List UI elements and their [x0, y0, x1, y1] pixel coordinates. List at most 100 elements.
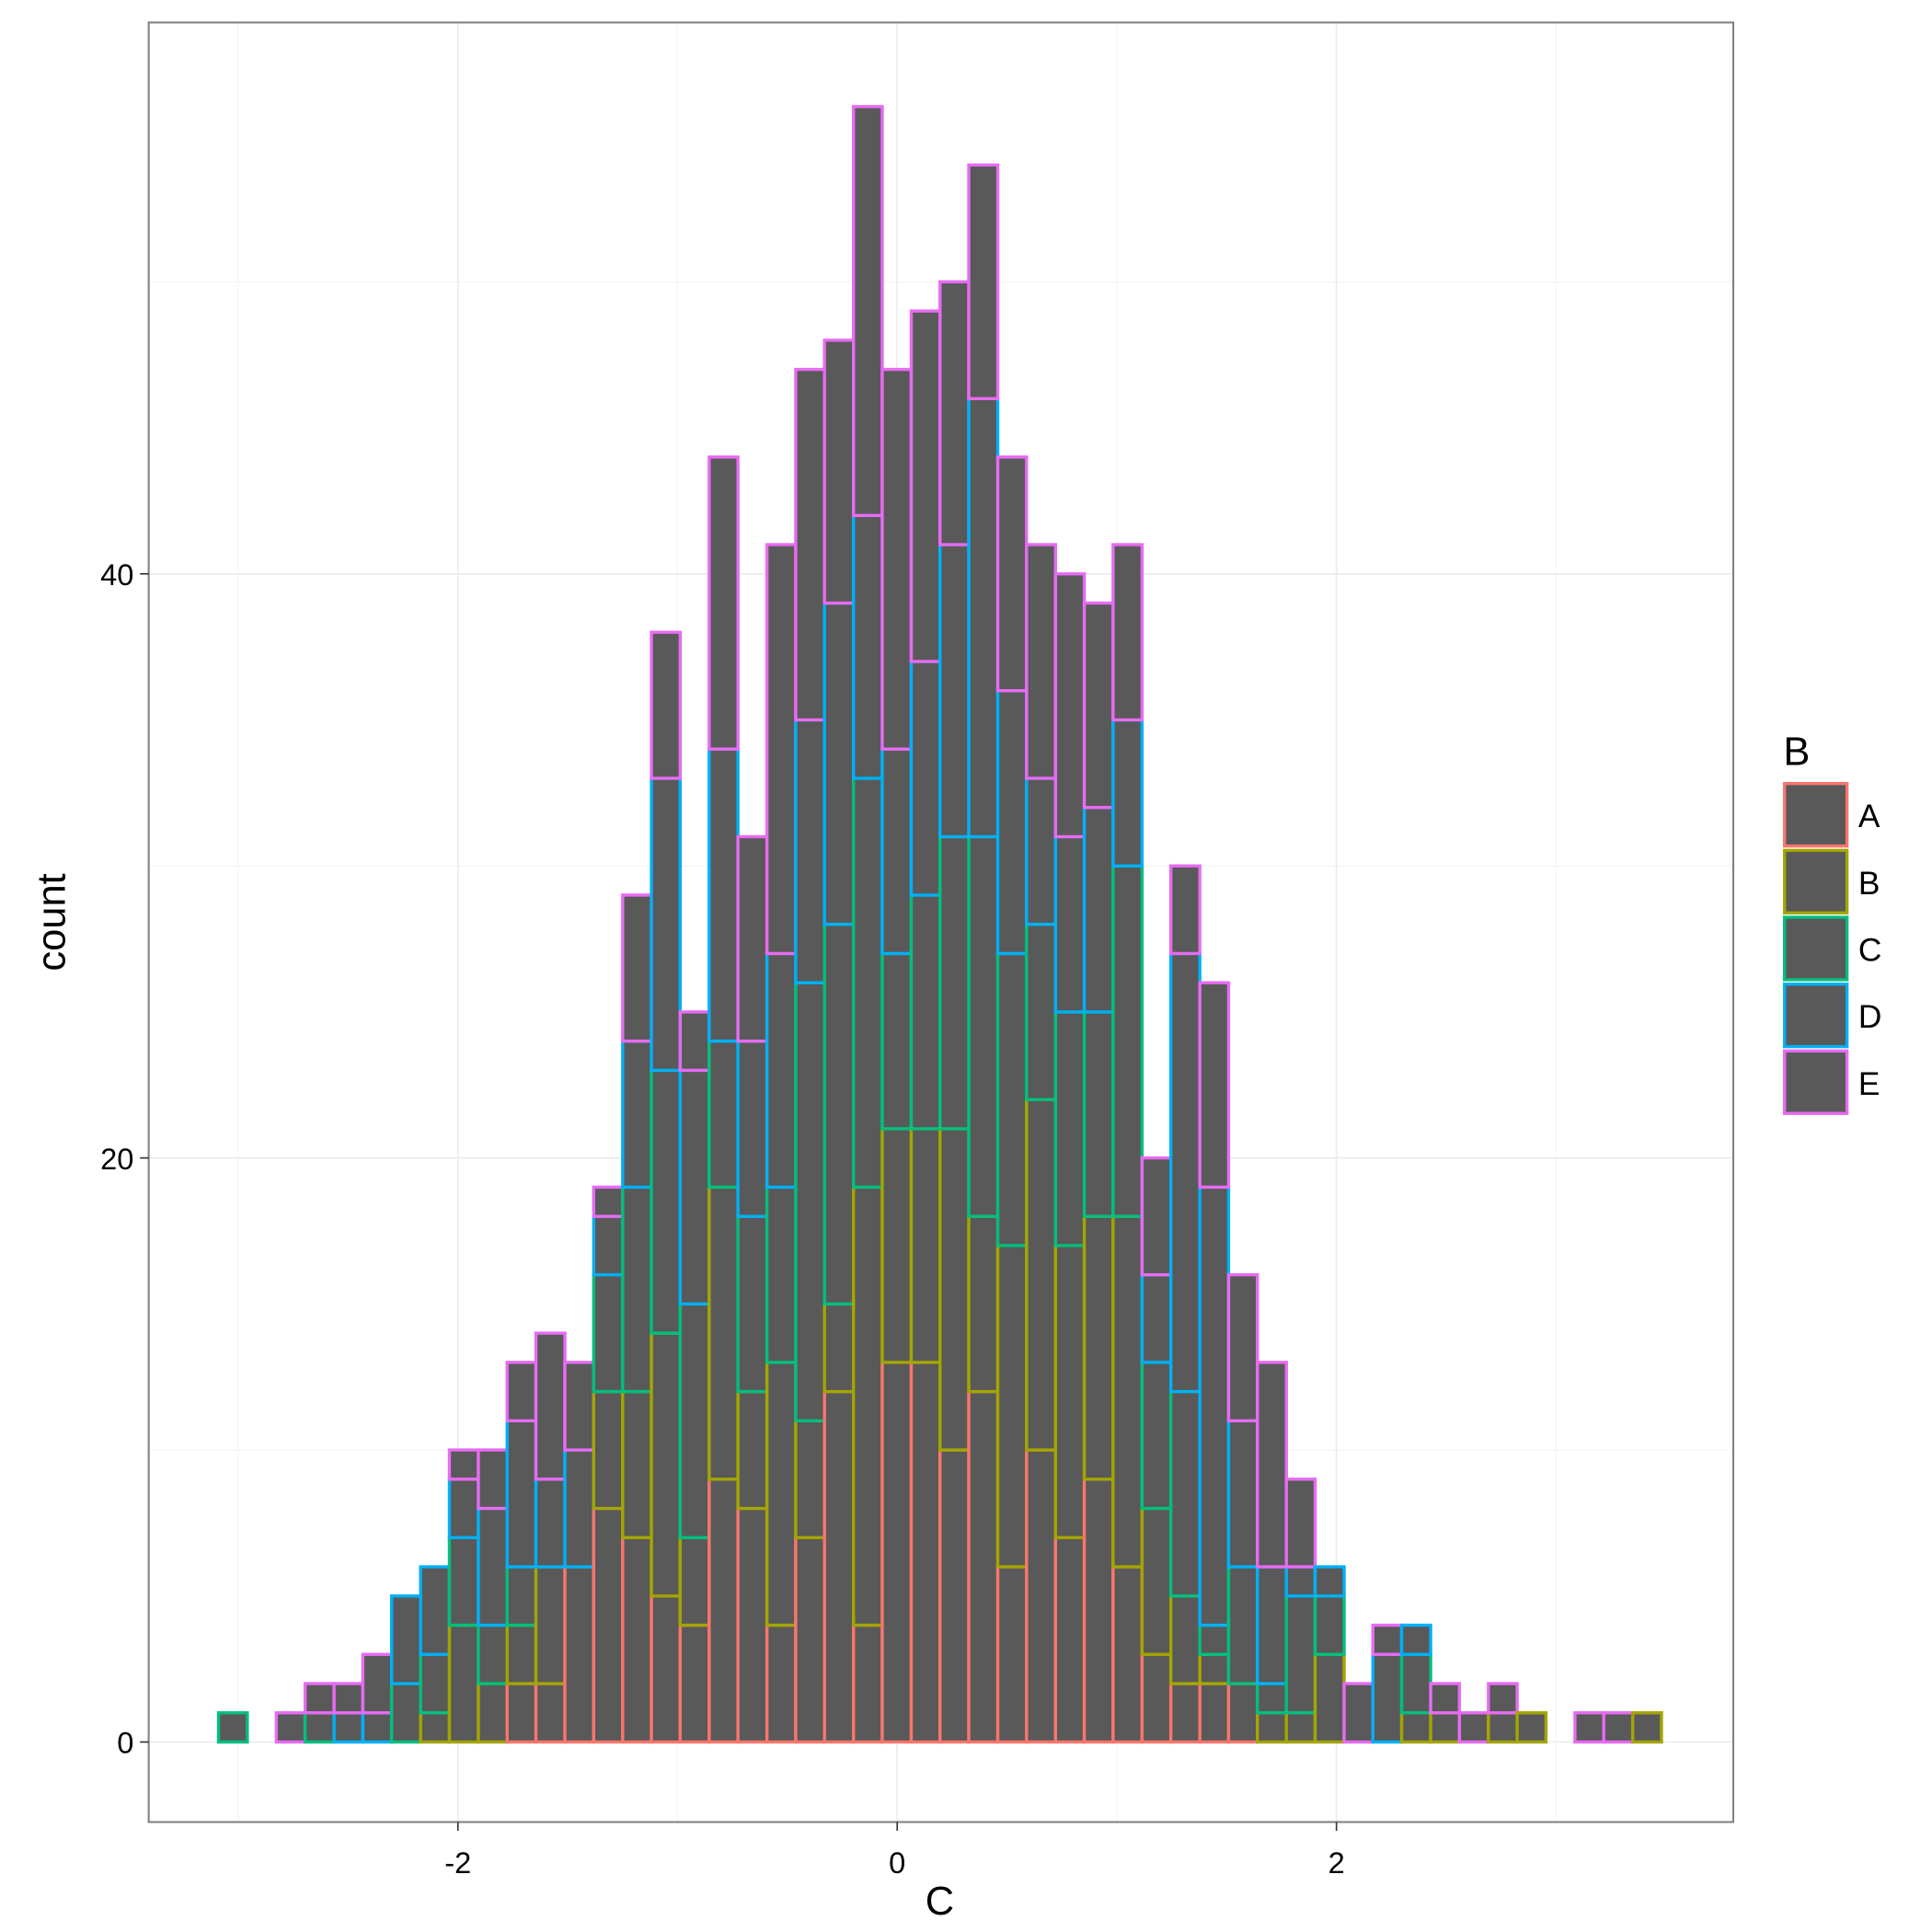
bar-segment: [1573, 1711, 1605, 1744]
legend-label: E: [1858, 1066, 1880, 1102]
bar-segment: [447, 1478, 480, 1539]
bar-segment: [1111, 543, 1144, 722]
bar-segment: [1198, 1682, 1231, 1744]
bar-segment: [678, 1535, 711, 1627]
bar-segment: [880, 1127, 914, 1364]
bar-segment: [707, 1185, 740, 1481]
bar-segment: [447, 1535, 480, 1627]
bar-segment: [1053, 1535, 1087, 1744]
bar-segment: [389, 1682, 422, 1744]
bar-segment: [592, 1272, 625, 1394]
bar-segment: [822, 922, 856, 1306]
bar-segment: [534, 1331, 567, 1481]
bar-segment: [477, 1682, 509, 1744]
bar-segment: [1198, 1652, 1231, 1685]
bar-segment: [1487, 1711, 1519, 1744]
bar-segment: [852, 513, 884, 780]
bar-segment: [361, 1652, 394, 1715]
bar-segment: [650, 776, 683, 1073]
bar-segment: [1198, 1623, 1231, 1656]
bar-segment: [1256, 1711, 1288, 1744]
bar-segment: [852, 776, 884, 1190]
legend-title: B: [1783, 730, 1810, 774]
bar-segment: [1399, 1623, 1432, 1656]
bar-segment: [1025, 776, 1058, 926]
bar-segment: [995, 455, 1029, 693]
bar-segment: [1429, 1682, 1462, 1715]
y-axis-title: count: [30, 873, 75, 971]
bar-segment: [1313, 1565, 1346, 1598]
bar-segment: [1284, 1565, 1317, 1598]
bar-segment: [1025, 1448, 1058, 1744]
bar-segment: [303, 1711, 336, 1744]
bar-segment: [332, 1682, 365, 1715]
bar-segment: [1602, 1711, 1635, 1744]
bar-segment: [1168, 1682, 1202, 1744]
bar-segment: [1082, 1214, 1115, 1481]
bar-segment: [707, 455, 740, 751]
bar-segment: [1140, 1156, 1173, 1277]
bar-segment: [1140, 1652, 1173, 1744]
bar-segment: [1053, 1244, 1087, 1539]
bar-segment: [274, 1711, 307, 1744]
bar-segment: [505, 1623, 538, 1685]
bar-segment: [794, 981, 826, 1423]
x-tick-label: 0: [889, 1846, 905, 1880]
bar-segment: [1487, 1682, 1519, 1715]
bar-segment: [563, 1361, 595, 1452]
bar-segment: [794, 718, 826, 984]
bar-segment: [1053, 1010, 1087, 1248]
bar-segment: [1371, 1652, 1404, 1744]
bar-segment: [650, 630, 683, 780]
bar-segment: [909, 309, 942, 663]
bar-segment: [1082, 1478, 1115, 1744]
bar-segment: [938, 1127, 971, 1452]
bar-segment: [765, 951, 798, 1190]
bar-segment: [736, 1506, 769, 1744]
bar-segment: [1168, 864, 1202, 956]
bar-segment: [505, 1361, 538, 1423]
bar-segment: [1140, 1272, 1173, 1364]
bar-segment: [938, 280, 971, 546]
bar-segment: [765, 543, 798, 956]
bar-segment: [650, 1594, 683, 1744]
y-tick-label: 20: [100, 1142, 133, 1176]
bar-segment: [880, 747, 914, 956]
bar-segment: [967, 163, 1000, 401]
bar-segment: [794, 1419, 826, 1539]
bar-segment: [1140, 1506, 1173, 1656]
bar-segment: [938, 1448, 971, 1744]
y-tick-label: 40: [100, 558, 133, 592]
bar-segment: [592, 1506, 625, 1744]
bar-segment: [1168, 1389, 1202, 1598]
bar-segment: [909, 1361, 942, 1744]
bar-segment: [621, 1039, 653, 1190]
x-axis-title: C: [926, 1880, 954, 1924]
bar-segment: [534, 1682, 567, 1744]
bar-segment: [822, 1302, 856, 1394]
bar-segment: [678, 1068, 711, 1306]
legend-label: A: [1858, 799, 1880, 834]
bar-segment: [1515, 1711, 1548, 1744]
bar-segment: [1082, 1010, 1115, 1218]
bar-segment: [1284, 1711, 1317, 1744]
bar-segment: [880, 951, 914, 1131]
bar-segment: [1313, 1594, 1346, 1656]
x-tick-label: 2: [1328, 1846, 1345, 1880]
bar-segment: [621, 1389, 653, 1539]
bar-segment: [216, 1711, 249, 1744]
bar-segment: [1198, 1185, 1231, 1627]
bar-segment: [477, 1623, 509, 1685]
bar-segment: [534, 1565, 567, 1685]
bar-segment: [967, 1389, 1000, 1744]
bar-segment: [938, 543, 971, 839]
bar-segment: [678, 1010, 711, 1073]
bar-segment: [794, 367, 826, 722]
bar-segment: [1342, 1682, 1374, 1744]
bar-segment: [650, 1068, 683, 1335]
bar-segment: [736, 1039, 769, 1218]
bar-segment: [389, 1594, 422, 1685]
bar-segment: [1284, 1594, 1317, 1715]
